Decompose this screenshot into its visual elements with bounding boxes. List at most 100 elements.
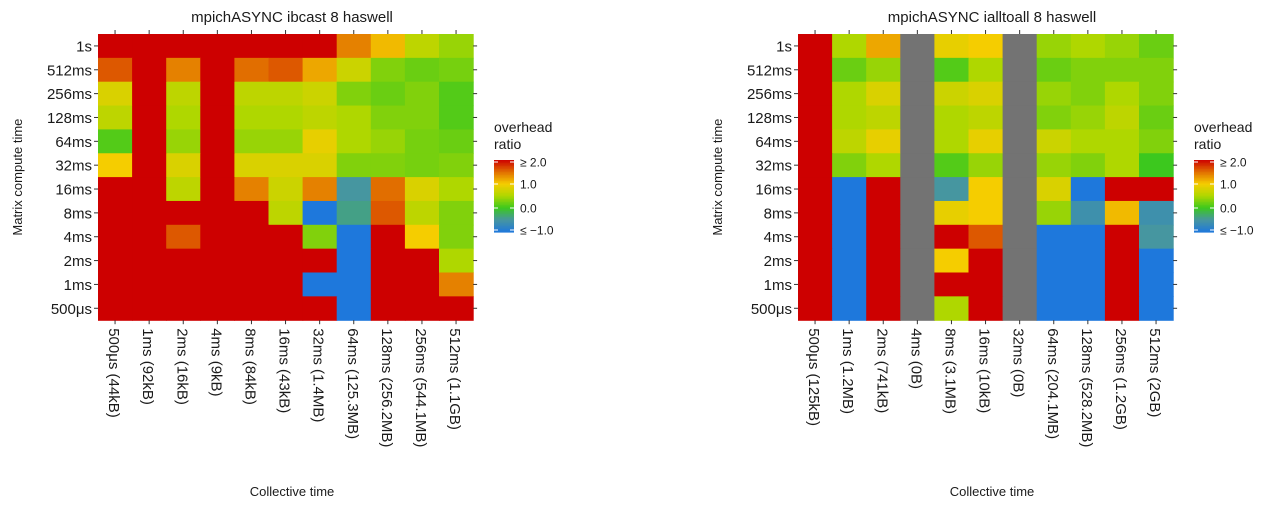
heatmap-cell — [404, 81, 440, 107]
legend-color-step — [1194, 223, 1214, 226]
heatmap-cell — [1002, 296, 1038, 321]
heatmap-cell — [968, 153, 1004, 178]
heatmap-cell — [132, 57, 167, 83]
heatmap-cell — [1070, 224, 1106, 250]
heatmap-cell — [336, 296, 372, 321]
y-tick-label: 32ms — [55, 158, 92, 175]
legend-color-step — [494, 193, 514, 196]
legend-color-step — [1194, 175, 1214, 178]
heatmap-cell — [798, 81, 833, 107]
heatmap-cell — [1104, 81, 1140, 107]
heatmap-cell — [968, 200, 1004, 226]
legend-color-step — [1194, 176, 1214, 179]
heatmap-cell — [866, 105, 901, 130]
legend-color-step — [494, 205, 514, 208]
chart-title: mpichASYNC ialltoall 8 haswell — [888, 9, 1096, 26]
heatmap-cell — [98, 105, 133, 130]
heatmap-cell — [336, 224, 372, 250]
heatmap-cell — [866, 81, 901, 107]
heatmap-cell — [934, 81, 970, 107]
heatmap-cell — [404, 177, 440, 202]
heatmap-cell — [798, 105, 833, 130]
heatmap-cell — [798, 177, 833, 202]
heatmap-cell — [1036, 34, 1072, 59]
heatmap-cell — [832, 153, 867, 178]
y-tick-label: 4ms — [64, 229, 92, 246]
legend-color-step — [1194, 214, 1214, 217]
y-axis-label: Matrix compute time — [10, 119, 25, 236]
legend-color-step — [1194, 218, 1214, 221]
legend-color-step — [494, 199, 514, 202]
legend-color-step — [494, 164, 514, 167]
heatmap-cell — [404, 57, 440, 83]
legend-color-step — [494, 230, 514, 233]
legend-color-step — [494, 196, 514, 199]
heatmap-cell — [234, 296, 270, 321]
heatmap-cell — [832, 296, 867, 321]
heatmap-cell — [200, 153, 235, 178]
legend-color-step — [494, 208, 514, 211]
legend-color-step — [1194, 170, 1214, 173]
heatmap-cell — [268, 81, 304, 107]
y-tick-label: 4ms — [764, 229, 792, 246]
heatmap-cell — [132, 272, 167, 297]
y-tick-label: 256ms — [747, 86, 792, 103]
legend-color-step — [494, 173, 514, 176]
legend-color-step — [1194, 184, 1214, 187]
heatmap-cell — [200, 272, 235, 297]
y-tick-label: 16ms — [755, 182, 792, 199]
heatmap-cell — [1036, 153, 1072, 178]
heatmap-cell — [336, 272, 372, 297]
heatmap-cell — [798, 57, 833, 83]
x-axis-label: Collective time — [950, 484, 1035, 499]
heatmap-cell — [166, 224, 201, 250]
legend-color-step — [494, 209, 514, 212]
heatmap-cell — [302, 57, 338, 83]
heatmap-cell — [968, 296, 1004, 321]
heatmap-cell — [439, 153, 474, 178]
heatmap-cell — [866, 224, 901, 250]
chart-title: mpichASYNC ibcast 8 haswell — [191, 9, 393, 26]
legend-color-step — [494, 227, 514, 230]
heatmap-cell — [934, 248, 970, 274]
legend-color-step — [1194, 197, 1214, 200]
legend-subtitle: ratio — [494, 136, 521, 152]
legend-color-step — [1194, 217, 1214, 220]
heatmap-cell — [832, 200, 867, 226]
legend-color-step — [494, 184, 514, 187]
heatmap-cell — [370, 57, 406, 83]
heatmap-cell — [1139, 129, 1174, 154]
legend-color-step — [1194, 206, 1214, 209]
heatmap-cell — [968, 34, 1004, 59]
heatmap-cell — [1036, 57, 1072, 83]
legend-color-step — [1194, 226, 1214, 229]
heatmap-cell — [1002, 248, 1038, 274]
heatmap-cell — [268, 34, 304, 59]
heatmap-cell — [1104, 272, 1140, 297]
heatmap-cell — [1070, 34, 1106, 59]
x-tick-label: 128ms (256.2MB) — [378, 328, 395, 447]
heatmap-cell — [1139, 272, 1174, 297]
heatmap-cell — [1139, 224, 1174, 250]
heatmap-cell — [132, 296, 167, 321]
heatmap-cell — [439, 105, 474, 130]
heatmap-cell — [968, 224, 1004, 250]
legend-label: 0.0 — [1220, 202, 1237, 216]
heatmap-cell — [98, 272, 133, 297]
y-tick-label: 8ms — [64, 205, 92, 222]
heatmap-cell — [404, 296, 440, 321]
legend-label: ≥ 2.0 — [520, 156, 547, 170]
y-tick-label: 64ms — [755, 134, 792, 151]
y-tick-label: 500μs — [51, 301, 92, 318]
heatmap-cell — [1002, 200, 1038, 226]
heatmap-cell — [268, 248, 304, 274]
heatmap-cell — [370, 105, 406, 130]
y-axis-label: Matrix compute time — [710, 119, 725, 236]
x-tick-label: 16ms (43kB) — [276, 328, 293, 413]
heatmap-cell — [1070, 57, 1106, 83]
x-tick-label: 16ms (10kB) — [976, 328, 993, 413]
heatmap-cell — [336, 34, 372, 59]
heatmap-cell — [439, 129, 474, 154]
heatmap-cell — [268, 153, 304, 178]
